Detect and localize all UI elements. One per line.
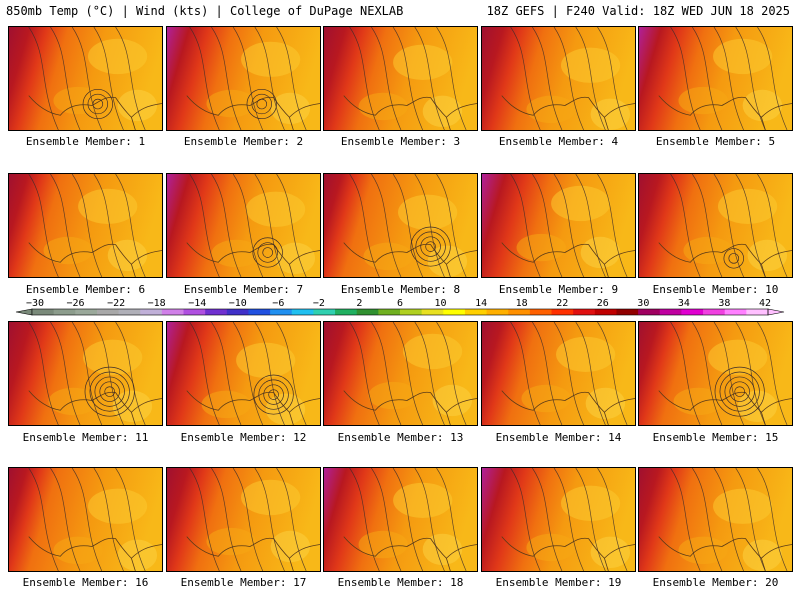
colorbar-tick-label: −18 [147,298,166,309]
colorbar-swatch [659,309,682,315]
colorbar-tick-label: 34 [677,298,690,309]
ensemble-panel-map [481,173,636,278]
colorbar-swatch [573,309,596,315]
ensemble-member-label: Ensemble Member: 12 [180,431,307,444]
ensemble-panel-map [481,321,636,426]
ensemble-panel-map [481,467,636,572]
colorbar-tick-label: 6 [396,298,404,309]
temperature-colorbar [0,296,800,326]
colorbar-swatch [248,309,271,315]
colorbar-swatch [205,309,228,315]
colorbar-swatch [486,309,509,315]
ensemble-member-label: Ensemble Member: 5 [655,135,776,148]
ensemble-member-label: Ensemble Member: 20 [652,576,779,589]
colorbar-tick-label: −26 [66,298,85,309]
ensemble-panel-map [8,173,163,278]
ensemble-panel-map [323,321,478,426]
ensemble-member-label: Ensemble Member: 3 [340,135,461,148]
colorbar-swatch [551,309,574,315]
colorbar-tick-label: 42 [758,298,772,309]
colorbar-swatch [724,309,747,315]
ensemble-panel-map [323,26,478,131]
colorbar-tick-label: 10 [434,298,447,309]
colorbar-swatch [32,309,55,315]
colorbar-tick-label: −2 [312,298,325,309]
colorbar-swatch [746,309,769,315]
colorbar-tick-label: −10 [228,298,247,309]
ensemble-member-label: Ensemble Member: 14 [495,431,622,444]
ensemble-member-label: Ensemble Member: 15 [652,431,779,444]
colorbar-swatch [118,309,141,315]
colorbar-swatch [464,309,488,315]
colorbar-swatch [291,309,314,315]
colorbar-swatch [313,309,336,315]
colorbar-swatch [161,309,185,315]
ensemble-panel-map [481,26,636,131]
colorbar-swatch [356,309,379,315]
colorbar-swatch [681,309,704,315]
ensemble-member-label: Ensemble Member: 9 [498,283,619,296]
colorbar-arrow-high [767,308,785,316]
colorbar-swatch [508,309,531,315]
ensemble-member-label: Ensemble Member: 18 [337,576,464,589]
ensemble-panel-map [638,321,793,426]
ensemble-panel-map [638,467,793,572]
colorbar-swatch [421,309,444,315]
ensemble-member-label: Ensemble Member: 16 [22,576,149,589]
colorbar-swatch [616,309,639,315]
ensemble-member-label: Ensemble Member: 2 [183,135,304,148]
ensemble-member-label: Ensemble Member: 6 [25,283,146,296]
ensemble-member-label: Ensemble Member: 8 [340,283,461,296]
colorbar-tick-label: 14 [475,298,488,309]
colorbar-swatch [270,309,293,315]
colorbar-tick-label: −6 [272,298,285,309]
ensemble-panel-map [638,173,793,278]
ensemble-panel-map [8,467,163,572]
ensemble-member-label: Ensemble Member: 17 [180,576,307,589]
colorbar-swatch [400,309,423,315]
colorbar-swatch [594,309,617,315]
ensemble-member-label: Ensemble Member: 1 [25,135,146,148]
ensemble-panel-map [323,467,478,572]
colorbar-swatch [703,309,726,315]
ensemble-panel-map [638,26,793,131]
ensemble-panel-map [166,26,321,131]
ensemble-member-label: Ensemble Member: 19 [495,576,622,589]
colorbar-swatch [140,309,163,315]
colorbar-tick-label: 26 [596,298,609,309]
colorbar-tick-label: 2 [356,298,363,309]
ensemble-panel-map [166,173,321,278]
ensemble-member-label: Ensemble Member: 10 [652,283,779,296]
colorbar-swatch [335,309,358,315]
ensemble-member-label: Ensemble Member: 11 [22,431,149,444]
colorbar-swatch [638,309,661,315]
colorbar-tick-label: 38 [718,298,731,309]
colorbar-swatch [183,309,206,315]
colorbar-tick-label: −22 [107,298,126,309]
colorbar-swatch [53,309,76,315]
colorbar-tick-label: −30 [25,298,45,309]
colorbar-swatch [226,309,249,315]
header-valid-time: 18Z GEFS | F240 Valid: 18Z WED JUN 18 20… [486,4,790,18]
colorbar-arrow-low [15,308,33,316]
ensemble-panel-map [166,321,321,426]
colorbar-tick-label: 18 [515,298,528,309]
colorbar-tick-label: 30 [637,298,650,309]
ensemble-member-label: Ensemble Member: 13 [337,431,464,444]
header-title: 850mb Temp (°C) | Wind (kts) | College o… [6,4,404,18]
colorbar-swatch [378,309,401,315]
colorbar-swatch [75,309,98,315]
colorbar-swatch [529,309,553,315]
colorbar-swatch [443,309,466,315]
ensemble-member-label: Ensemble Member: 4 [498,135,619,148]
ensemble-panel-map [323,173,478,278]
ensemble-panel-map [8,321,163,426]
ensemble-panel-map [8,26,163,131]
colorbar-swatch [96,309,120,315]
ensemble-member-label: Ensemble Member: 7 [183,283,304,296]
ensemble-panel-map [166,467,321,572]
colorbar-tick-label: −14 [188,298,207,309]
colorbar-tick-label: 22 [556,298,569,309]
